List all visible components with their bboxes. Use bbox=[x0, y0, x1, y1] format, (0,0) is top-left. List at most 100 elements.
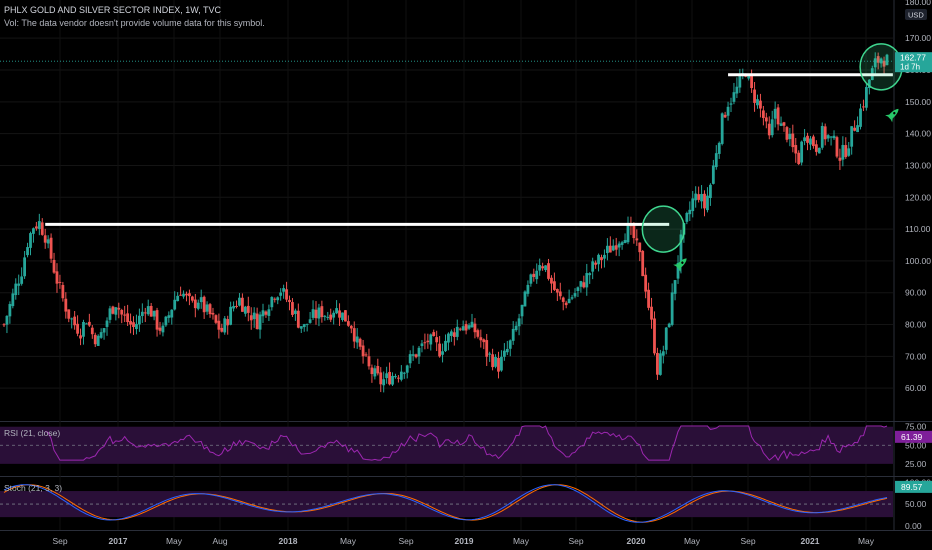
candle-body bbox=[11, 293, 15, 307]
candle-body bbox=[759, 100, 762, 109]
candle-body bbox=[367, 356, 371, 367]
candle-body bbox=[761, 110, 765, 118]
stoch-label: Stoch (21, 3, 3) bbox=[4, 483, 62, 493]
candle-body bbox=[323, 315, 327, 317]
candle-body bbox=[285, 289, 288, 300]
time-tick-label: May bbox=[166, 536, 183, 546]
candle-body bbox=[482, 339, 486, 343]
candle-body bbox=[862, 106, 865, 108]
candle-body bbox=[164, 316, 168, 326]
candle-body bbox=[526, 284, 530, 294]
candle-body bbox=[856, 125, 859, 133]
candle-body bbox=[879, 58, 883, 64]
price-tick-label: 90.00 bbox=[905, 288, 927, 298]
candle-body bbox=[335, 308, 338, 314]
candle-body bbox=[488, 353, 492, 355]
candle-body bbox=[661, 351, 665, 356]
candle-body bbox=[847, 148, 851, 156]
candle-body bbox=[788, 133, 792, 140]
price-tick-label: 80.00 bbox=[905, 320, 927, 330]
candle-body bbox=[64, 298, 68, 312]
candle-body bbox=[650, 306, 653, 320]
candle-body bbox=[711, 165, 715, 184]
candle-body bbox=[370, 367, 374, 375]
candle-body bbox=[776, 107, 780, 125]
chart-legend: PHLX GOLD AND SILVER SECTOR INDEX, 1W, T… bbox=[4, 4, 265, 30]
rsi-indicator-pane: RSI (21, close) 75.00 50.00 25.00 61.39 bbox=[0, 422, 932, 469]
candle-body bbox=[264, 311, 268, 315]
candle-body bbox=[826, 135, 830, 139]
candle-body bbox=[438, 343, 442, 357]
candle-body bbox=[2, 324, 6, 326]
candle-body bbox=[55, 271, 59, 284]
rsi-tick-label: 75.00 bbox=[905, 422, 927, 432]
time-tick-label: Sep bbox=[568, 536, 583, 546]
candle-body bbox=[429, 334, 433, 345]
candle-body bbox=[220, 327, 224, 332]
symbol-title[interactable]: PHLX GOLD AND SILVER SECTOR INDEX, 1W, T… bbox=[4, 5, 222, 15]
candle-body bbox=[299, 326, 303, 329]
candle-body bbox=[747, 75, 751, 79]
candle-body bbox=[246, 305, 250, 313]
candle-body bbox=[79, 335, 82, 339]
candle-body bbox=[809, 138, 812, 145]
candle-body bbox=[706, 195, 709, 211]
candle-body bbox=[817, 147, 821, 154]
current-price-value: 162.77 bbox=[900, 53, 926, 63]
candle-body bbox=[455, 326, 459, 337]
candle-body bbox=[841, 144, 845, 160]
candle-body bbox=[293, 310, 297, 314]
candle-body bbox=[388, 371, 391, 385]
bar-countdown: 1d 7h bbox=[900, 63, 920, 72]
candle-body bbox=[252, 312, 256, 320]
candle-body bbox=[249, 315, 253, 321]
candle-body bbox=[199, 297, 203, 303]
candle-body bbox=[494, 356, 497, 367]
rsi-tick-label: 50.00 bbox=[905, 440, 927, 450]
candle-body bbox=[40, 222, 44, 235]
candle-body bbox=[794, 145, 798, 154]
candle-body bbox=[32, 228, 35, 234]
price-scale[interactable]: 60.00 70.00 80.00 90.00 100.00 110.00 120.00 13… bbox=[0, 0, 932, 393]
candle-body bbox=[52, 259, 56, 273]
candle-body bbox=[43, 235, 47, 243]
price-tick-label: 140.00 bbox=[905, 129, 931, 139]
time-tick-label: May bbox=[340, 536, 357, 546]
candle-body bbox=[361, 345, 365, 357]
candle-body bbox=[579, 281, 583, 287]
time-tick-label: Sep bbox=[52, 536, 67, 546]
candle-body bbox=[564, 302, 568, 306]
candle-body bbox=[326, 316, 330, 318]
candle-body bbox=[20, 276, 24, 284]
candle-body bbox=[700, 193, 703, 202]
candle-body bbox=[14, 283, 18, 296]
candle-body bbox=[476, 330, 480, 337]
candle-body bbox=[302, 324, 306, 328]
candle-body bbox=[864, 87, 868, 108]
candle-body bbox=[555, 289, 559, 293]
candle-body bbox=[753, 89, 756, 103]
rocket-icon bbox=[673, 258, 687, 272]
candle-body bbox=[658, 353, 662, 375]
stoch-tick-label: 50.00 bbox=[905, 499, 927, 509]
candle-body bbox=[782, 122, 786, 126]
candle-body bbox=[232, 306, 235, 309]
candle-body bbox=[341, 312, 344, 320]
candle-body bbox=[158, 327, 162, 331]
candle-body bbox=[882, 60, 886, 67]
candle-body bbox=[258, 314, 262, 330]
candle-body bbox=[694, 193, 698, 201]
price-tick-label: 60.00 bbox=[905, 383, 927, 393]
candle-body bbox=[5, 315, 9, 325]
time-tick-label: May bbox=[513, 536, 530, 546]
candle-body bbox=[205, 304, 209, 312]
rocket-body bbox=[887, 108, 899, 120]
price-tick-label-top: 180.00 bbox=[905, 0, 931, 7]
candle-body bbox=[812, 136, 815, 147]
candle-body bbox=[267, 309, 271, 316]
candle-body bbox=[638, 242, 642, 253]
candle-body bbox=[379, 372, 383, 385]
time-scale[interactable]: Sep 2017 May Aug 2018 May Sep 2019 May Sep 2020 May… bbox=[52, 536, 874, 546]
